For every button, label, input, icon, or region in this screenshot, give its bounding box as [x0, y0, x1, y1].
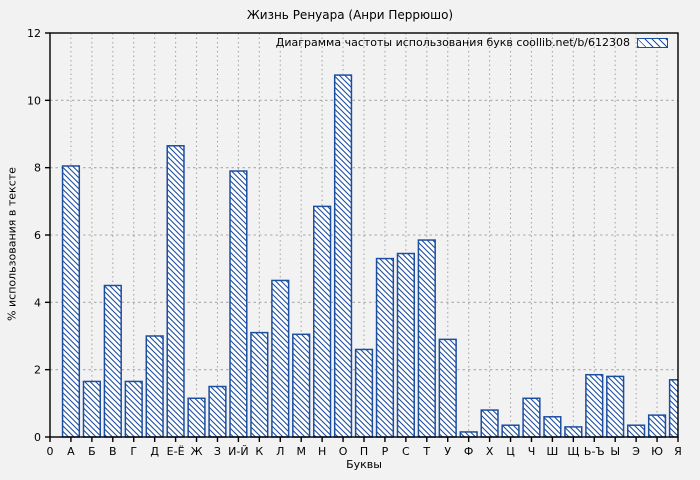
legend-hatch-swatch-icon: [637, 37, 668, 48]
x-tick-label: С: [402, 445, 410, 458]
bar-Э: [627, 424, 646, 438]
y-tick-label: 12: [27, 27, 41, 40]
y-tick-label: 4: [34, 296, 41, 309]
bar-А: [61, 165, 81, 438]
x-tick-label: И-Й: [228, 445, 248, 458]
y-axis-label: % использования в тексте: [5, 167, 19, 321]
bar-Р: [375, 257, 395, 438]
x-tick-label: Я: [674, 445, 682, 458]
x-tick-label: Ш: [547, 445, 559, 458]
x-tick-label: Ь-Ъ: [584, 445, 605, 458]
chart-title: Жизнь Ренуара (Анри Перрюшо): [246, 8, 454, 22]
bar-Щ: [564, 426, 583, 438]
bar-Н: [313, 205, 332, 438]
x-tick-label: О: [339, 445, 348, 458]
y-tick-label: 6: [34, 229, 41, 242]
x-tick-label: Г: [130, 445, 137, 458]
bar-Т: [417, 239, 436, 438]
x-tick-label: Х: [486, 445, 494, 458]
bar-Ш: [543, 416, 562, 438]
x-tick-label: Е-Ё: [167, 445, 185, 458]
x-tick-label: П: [360, 445, 368, 458]
x-tick-label: Т: [422, 445, 430, 458]
bar-П: [354, 348, 374, 438]
x-axis-label: Буквы: [346, 458, 382, 471]
chart-legend: Диаграмма частоты использования букв coo…: [276, 36, 668, 49]
x-tick-label: Ц: [506, 445, 515, 458]
legend-label: Диаграмма частоты использования букв coo…: [275, 36, 630, 49]
x-tick-label: 0: [47, 445, 54, 458]
bar-Ф: [459, 431, 478, 438]
bar-И-Й: [229, 170, 248, 438]
x-tick-label: Э: [632, 445, 640, 458]
bar-Г: [124, 380, 143, 438]
x-tick-label: Ы: [610, 445, 620, 458]
bar-Д: [145, 335, 164, 438]
x-tick-label: Д: [150, 445, 159, 458]
bar-М: [292, 333, 311, 438]
bar-Ы: [606, 375, 625, 438]
bar-В: [103, 284, 122, 438]
bars-group: [61, 74, 678, 438]
x-tick-label: М: [296, 445, 306, 458]
bar-Ч: [522, 397, 541, 438]
bar-К: [250, 331, 269, 438]
x-tick-label: В: [109, 445, 117, 458]
x-tick-label: К: [255, 445, 263, 458]
bar-З: [208, 385, 227, 438]
bar-Ц: [501, 424, 520, 438]
y-tick-label: 8: [34, 162, 41, 175]
bar-Б: [82, 380, 101, 438]
bar-С: [396, 252, 415, 438]
bar-Х: [480, 409, 499, 438]
bar-Е-Ё: [166, 145, 185, 438]
x-tick-label: Ф: [464, 445, 473, 458]
y-tick-label: 10: [27, 94, 41, 107]
bar-О: [333, 74, 353, 438]
x-tick-label: Ж: [191, 445, 203, 458]
bar-Л: [271, 279, 290, 438]
x-tick-label: З: [214, 445, 221, 458]
bar-Ь-Ъ: [585, 373, 604, 438]
x-tick-label: У: [444, 445, 451, 458]
x-tick-label: Щ: [567, 445, 579, 458]
bar-У: [438, 338, 457, 438]
x-tick-label: А: [67, 445, 75, 458]
x-tick-label: Ч: [528, 445, 536, 458]
bar-Ж: [187, 397, 206, 438]
x-tick-label: Б: [88, 445, 96, 458]
x-tick-label: Р: [382, 445, 389, 458]
y-tick-label: 2: [34, 364, 41, 377]
x-tick-label: Н: [318, 445, 326, 458]
y-tick-label: 0: [34, 431, 41, 444]
x-tick-label: Ю: [651, 445, 663, 458]
x-tick-label: Л: [276, 445, 284, 458]
bar-Ю: [647, 414, 667, 438]
